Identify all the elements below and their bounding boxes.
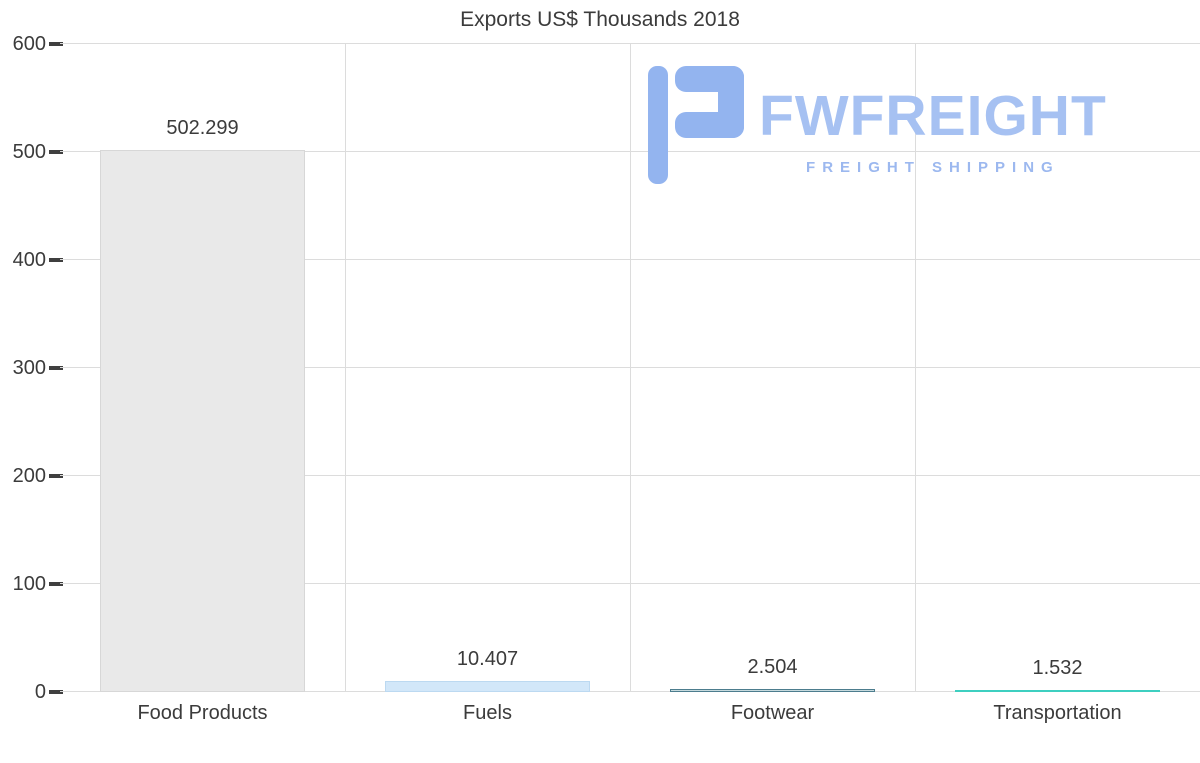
bar bbox=[99, 149, 306, 692]
watermark-tagline: FREIGHT SHIPPING bbox=[806, 159, 1060, 176]
bar-value-label: 2.504 bbox=[747, 656, 798, 679]
y-axis-tick-marks bbox=[49, 42, 63, 694]
bar-column: 1.532 bbox=[915, 44, 1200, 692]
y-tick-label: 100 bbox=[12, 573, 46, 595]
x-tick-label: Food Products bbox=[137, 702, 268, 724]
bar-column: 502.299 bbox=[60, 44, 345, 692]
bar bbox=[384, 680, 591, 692]
bar-value-label: 502.299 bbox=[166, 116, 239, 139]
x-tick-label: Fuels bbox=[463, 702, 512, 724]
y-tick-label: 400 bbox=[12, 249, 46, 271]
y-tick-mark bbox=[49, 42, 63, 46]
x-axis-labels: Food Products Fuels Footwear Transportation bbox=[60, 702, 1200, 725]
plot-area: 502.299 10.407 2.504 1.532 bbox=[60, 43, 1200, 692]
y-tick-mark bbox=[49, 582, 63, 586]
watermark: FWFREIGHT FREIGHT SHIPPING bbox=[648, 66, 1107, 184]
bar-value-label: 10.407 bbox=[456, 647, 519, 670]
fwfreight-logo-icon bbox=[648, 66, 744, 184]
gridline-vertical bbox=[630, 44, 631, 692]
watermark-text: FWFREIGHT FREIGHT SHIPPING bbox=[759, 66, 1107, 177]
watermark-brand: FWFREIGHT bbox=[759, 84, 1107, 148]
bar-column: 2.504 bbox=[630, 44, 915, 692]
bar-column: 10.407 bbox=[345, 44, 630, 692]
y-tick-mark bbox=[49, 366, 63, 370]
y-tick-label: 600 bbox=[12, 33, 46, 55]
y-tick-label: 300 bbox=[12, 357, 46, 379]
x-tick-label: Transportation bbox=[993, 702, 1122, 724]
y-tick-label: 500 bbox=[12, 141, 46, 163]
gridline-vertical bbox=[915, 44, 916, 692]
y-tick-label: 200 bbox=[12, 465, 46, 487]
y-axis-labels: 0 100 200 300 400 500 600 bbox=[0, 34, 46, 702]
gridline-vertical bbox=[345, 44, 346, 692]
gridline-horizontal bbox=[60, 43, 1200, 44]
y-tick-label: 0 bbox=[34, 681, 46, 703]
y-tick-mark bbox=[49, 258, 63, 262]
y-tick-mark bbox=[49, 474, 63, 478]
bar bbox=[669, 689, 876, 692]
x-tick-label: Footwear bbox=[730, 702, 815, 724]
chart-title: Exports US$ Thousands 2018 bbox=[460, 8, 740, 31]
bar-value-label: 1.532 bbox=[1032, 657, 1083, 680]
y-tick-mark bbox=[49, 690, 63, 694]
bar bbox=[954, 690, 1161, 692]
y-tick-mark bbox=[49, 150, 63, 154]
